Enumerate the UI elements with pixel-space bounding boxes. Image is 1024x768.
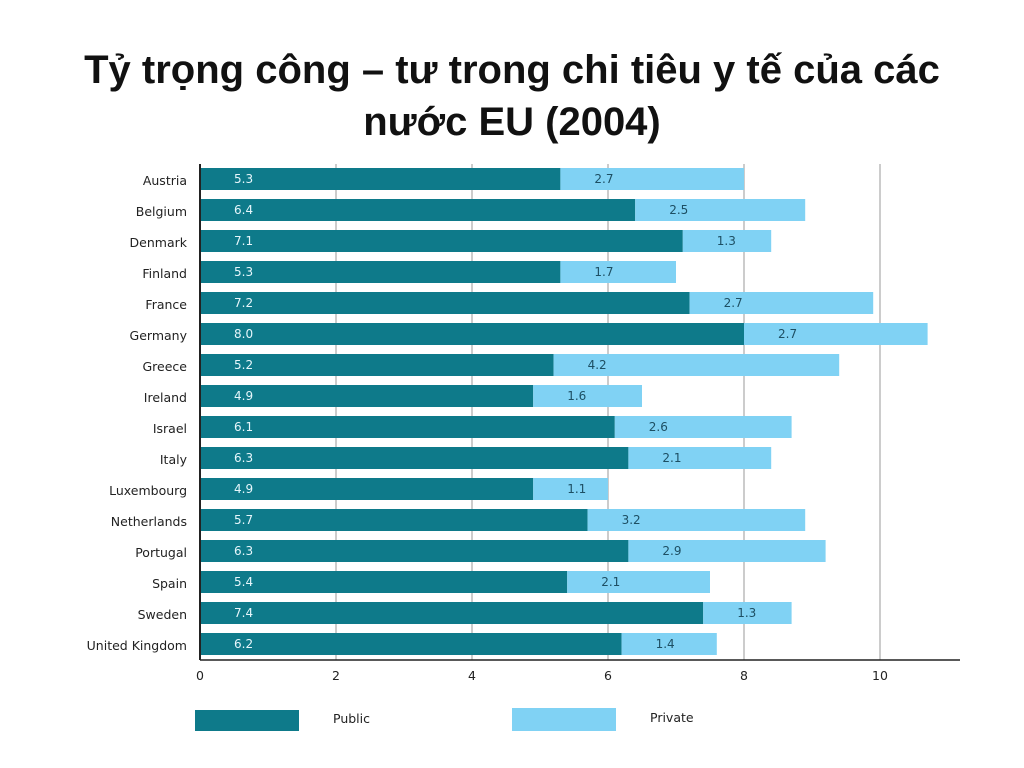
x-tick-label-6: 6 — [604, 668, 612, 683]
x-tick-label-0: 0 — [196, 668, 204, 683]
bar-private-greece — [553, 354, 840, 376]
legend-label-public: Public — [333, 711, 370, 726]
value-label-public-italy: 6.3 — [234, 451, 253, 465]
value-label-public-greece: 5.2 — [234, 358, 253, 372]
value-label-private-portugal: 2.9 — [662, 544, 681, 558]
x-tick-label-8: 8 — [740, 668, 748, 683]
x-tick-label-10: 10 — [872, 668, 888, 683]
legend: Public Private — [195, 708, 694, 731]
value-label-public-luxembourg: 4.9 — [234, 482, 253, 496]
category-label-france: France — [145, 297, 187, 312]
bar-public-austria — [200, 168, 561, 190]
value-label-public-germany: 8.0 — [234, 327, 253, 341]
value-label-public-austria: 5.3 — [234, 172, 253, 186]
bar-private-finland — [560, 261, 676, 283]
bar-public-italy — [200, 447, 629, 469]
x-tick-label-4: 4 — [468, 668, 476, 683]
bar-private-france — [689, 292, 874, 314]
bar-private-italy — [628, 447, 772, 469]
category-label-greece: Greece — [143, 359, 188, 374]
category-label-luxembourg: Luxembourg — [109, 483, 187, 498]
slide-title: Tỷ trọng công – tư trong chi tiêu y tế c… — [84, 48, 940, 144]
bar-public-germany — [200, 323, 744, 345]
value-label-public-united-kingdom: 6.2 — [234, 637, 253, 651]
value-label-private-greece: 4.2 — [588, 358, 607, 372]
bar-private-luxembourg — [533, 478, 608, 500]
bar-public-finland — [200, 261, 561, 283]
value-label-private-spain: 2.1 — [601, 575, 620, 589]
value-label-public-ireland: 4.9 — [234, 389, 253, 403]
value-label-private-united-kingdom: 1.4 — [656, 637, 675, 651]
legend-swatch-public — [195, 710, 299, 731]
value-label-private-germany: 2.7 — [778, 327, 797, 341]
value-label-public-sweden: 7.4 — [234, 606, 253, 620]
bar-private-netherlands — [587, 509, 806, 531]
category-label-netherlands: Netherlands — [111, 514, 187, 529]
value-label-private-denmark: 1.3 — [717, 234, 736, 248]
value-label-private-ireland: 1.6 — [567, 389, 586, 403]
bar-private-sweden — [703, 602, 792, 624]
labels: Austria 5.3 2.7 Belgium 6.4 2.5 Denmark 7.1 1.3 F… — [87, 172, 797, 653]
category-label-italy: Italy — [160, 452, 188, 467]
bar-public-belgium — [200, 199, 636, 221]
category-label-austria: Austria — [143, 173, 187, 188]
category-label-finland: Finland — [142, 266, 187, 281]
category-label-spain: Spain — [152, 576, 187, 591]
category-label-denmark: Denmark — [130, 235, 188, 250]
bar-private-ireland — [533, 385, 642, 407]
value-label-public-france: 7.2 — [234, 296, 253, 310]
value-label-public-denmark: 7.1 — [234, 234, 253, 248]
bar-public-netherlands — [200, 509, 588, 531]
bar-public-greece — [200, 354, 554, 376]
bar-public-ireland — [200, 385, 534, 407]
bar-public-portugal — [200, 540, 629, 562]
value-label-public-netherlands: 5.7 — [234, 513, 253, 527]
value-label-public-spain: 5.4 — [234, 575, 253, 589]
legend-label-private: Private — [650, 710, 694, 725]
bar-private-austria — [560, 168, 744, 190]
category-label-ireland: Ireland — [144, 390, 187, 405]
bar-private-spain — [567, 571, 710, 593]
bar-private-portugal — [628, 540, 826, 562]
bars — [200, 168, 928, 655]
value-label-private-france: 2.7 — [724, 296, 743, 310]
category-label-portugal: Portugal — [135, 545, 187, 560]
bar-private-germany — [744, 323, 928, 345]
bar-private-israel — [614, 416, 792, 438]
bar-public-israel — [200, 416, 615, 438]
bar-private-united-kingdom — [621, 633, 717, 655]
value-label-public-portugal: 6.3 — [234, 544, 253, 558]
value-label-public-belgium: 6.4 — [234, 203, 253, 217]
axes: 0 2 4 6 8 10 — [196, 164, 960, 683]
bar-public-spain — [200, 571, 568, 593]
value-label-private-belgium: 2.5 — [669, 203, 688, 217]
value-label-private-netherlands: 3.2 — [622, 513, 641, 527]
value-label-private-finland: 1.7 — [594, 265, 613, 279]
bar-public-united-kingdom — [200, 633, 622, 655]
category-label-belgium: Belgium — [136, 204, 187, 219]
value-label-private-israel: 2.6 — [649, 420, 668, 434]
bar-public-denmark — [200, 230, 683, 252]
value-label-public-israel: 6.1 — [234, 420, 253, 434]
category-label-sweden: Sweden — [138, 607, 187, 622]
x-tick-label-2: 2 — [332, 668, 340, 683]
value-label-private-italy: 2.1 — [662, 451, 681, 465]
bar-public-sweden — [200, 602, 704, 624]
value-label-public-finland: 5.3 — [234, 265, 253, 279]
bar-private-denmark — [682, 230, 772, 252]
category-label-israel: Israel — [153, 421, 187, 436]
bar-public-luxembourg — [200, 478, 534, 500]
value-label-private-sweden: 1.3 — [737, 606, 756, 620]
category-label-united-kingdom: United Kingdom — [87, 638, 187, 653]
bar-private-belgium — [635, 199, 806, 221]
legend-swatch-private — [512, 708, 616, 731]
value-label-private-luxembourg: 1.1 — [567, 482, 586, 496]
value-label-private-austria: 2.7 — [594, 172, 613, 186]
bar-public-france — [200, 292, 690, 314]
category-label-germany: Germany — [130, 328, 188, 343]
